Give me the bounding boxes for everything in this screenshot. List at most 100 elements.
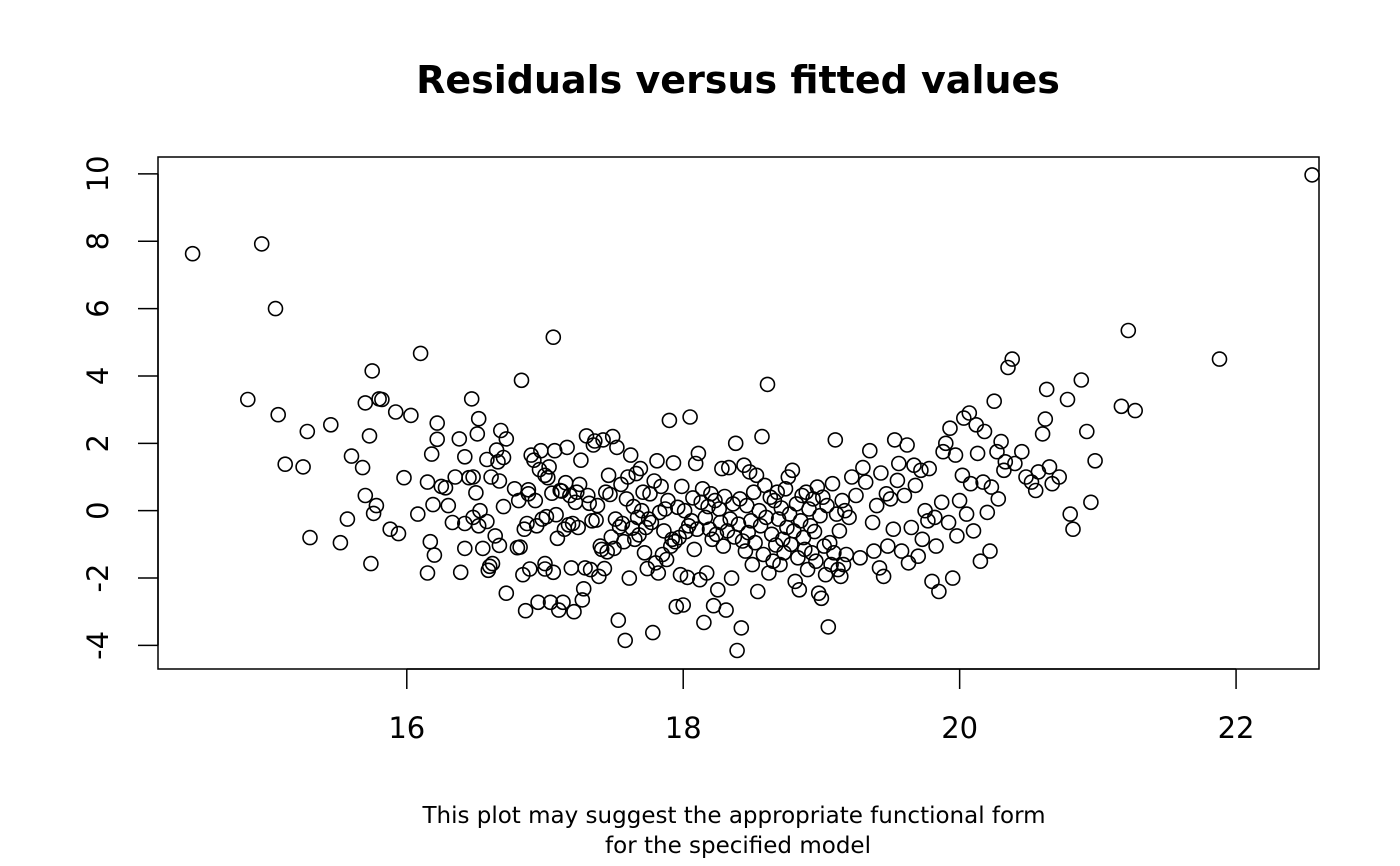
data-point [302, 529, 318, 546]
data-point [456, 540, 473, 557]
data-point [667, 533, 683, 550]
data-point [990, 491, 1007, 507]
data-point [1304, 167, 1320, 183]
data-point [429, 431, 446, 448]
data-point [361, 428, 378, 444]
data-point [447, 469, 464, 485]
data-point [267, 300, 284, 317]
data-point [1051, 469, 1067, 485]
data-point [498, 585, 515, 602]
data-point [668, 598, 685, 615]
data-point [481, 558, 498, 575]
data-point [1127, 402, 1143, 419]
data-point [682, 409, 698, 425]
data-point [787, 573, 804, 590]
data-point [422, 533, 439, 550]
data-point [848, 487, 864, 504]
data-point [548, 506, 564, 523]
data-point [339, 511, 356, 527]
data-point [690, 445, 707, 462]
data-point [586, 433, 603, 449]
data-point [997, 453, 1014, 470]
data-point [864, 514, 881, 531]
chart-title: Residuals versus fitted values [416, 58, 1060, 102]
data-point [639, 560, 656, 577]
data-point [368, 497, 385, 514]
data-point [665, 455, 682, 471]
y-tick-label: 0 [81, 501, 115, 519]
data-point [653, 478, 669, 495]
data-point [498, 431, 515, 447]
data-point [910, 548, 927, 565]
data-point [754, 428, 770, 445]
data-point [928, 538, 944, 554]
data-point [694, 480, 711, 497]
data-point [989, 443, 1005, 460]
data-points [184, 167, 1320, 659]
caption-line-1: This plot may suggest the appropriate fu… [421, 803, 1045, 829]
data-point [709, 581, 726, 598]
data-point [487, 528, 504, 544]
data-point [469, 426, 486, 442]
data-point [947, 447, 964, 463]
data-point [1073, 372, 1090, 388]
data-point [954, 467, 971, 484]
data-point [827, 432, 844, 448]
data-point [374, 391, 390, 408]
data-point [924, 573, 940, 590]
data-point [578, 428, 595, 444]
data-point [769, 484, 786, 501]
data-point [799, 561, 816, 578]
data-point [636, 544, 653, 561]
data-point [1113, 398, 1130, 415]
data-point [820, 619, 837, 635]
data-point [972, 553, 989, 570]
data-point [1004, 351, 1021, 367]
data-point [675, 597, 692, 613]
data-point [679, 569, 696, 586]
data-point [563, 560, 580, 576]
data-point [403, 407, 419, 424]
data-point [654, 546, 671, 563]
data-point [440, 497, 457, 514]
data-point [555, 594, 571, 611]
data-point [542, 594, 559, 611]
data-point [996, 462, 1012, 479]
data-point [537, 561, 553, 577]
data-point [689, 521, 705, 538]
data-point [602, 486, 618, 503]
data-point [1065, 521, 1081, 538]
data-point [796, 541, 813, 558]
data-point [685, 490, 701, 506]
data-point [1013, 443, 1030, 460]
data-point [382, 521, 399, 538]
data-point [479, 513, 495, 530]
data-point [559, 439, 575, 456]
y-tick-label: -2 [81, 564, 115, 593]
data-point [538, 508, 555, 525]
data-point [715, 538, 732, 554]
data-point [704, 531, 721, 548]
data-point [942, 420, 958, 437]
data-point [184, 245, 201, 262]
data-point [396, 469, 412, 486]
data-point [949, 528, 965, 544]
data-point [240, 391, 256, 408]
data-point [1087, 452, 1103, 469]
data-point [520, 481, 537, 498]
data-point [1037, 411, 1054, 427]
data-point [777, 480, 794, 497]
data-point [745, 484, 762, 501]
data-point [878, 485, 895, 502]
data-point [600, 467, 617, 484]
data-point [866, 543, 882, 559]
data-point [1038, 381, 1055, 398]
data-point [900, 555, 917, 571]
data-point [723, 570, 740, 586]
data-point [611, 519, 628, 535]
data-point [322, 416, 339, 433]
y-axis: -4 -2 0 2 4 6 8 10 [81, 155, 159, 660]
data-point [484, 555, 501, 572]
data-point [656, 523, 672, 539]
